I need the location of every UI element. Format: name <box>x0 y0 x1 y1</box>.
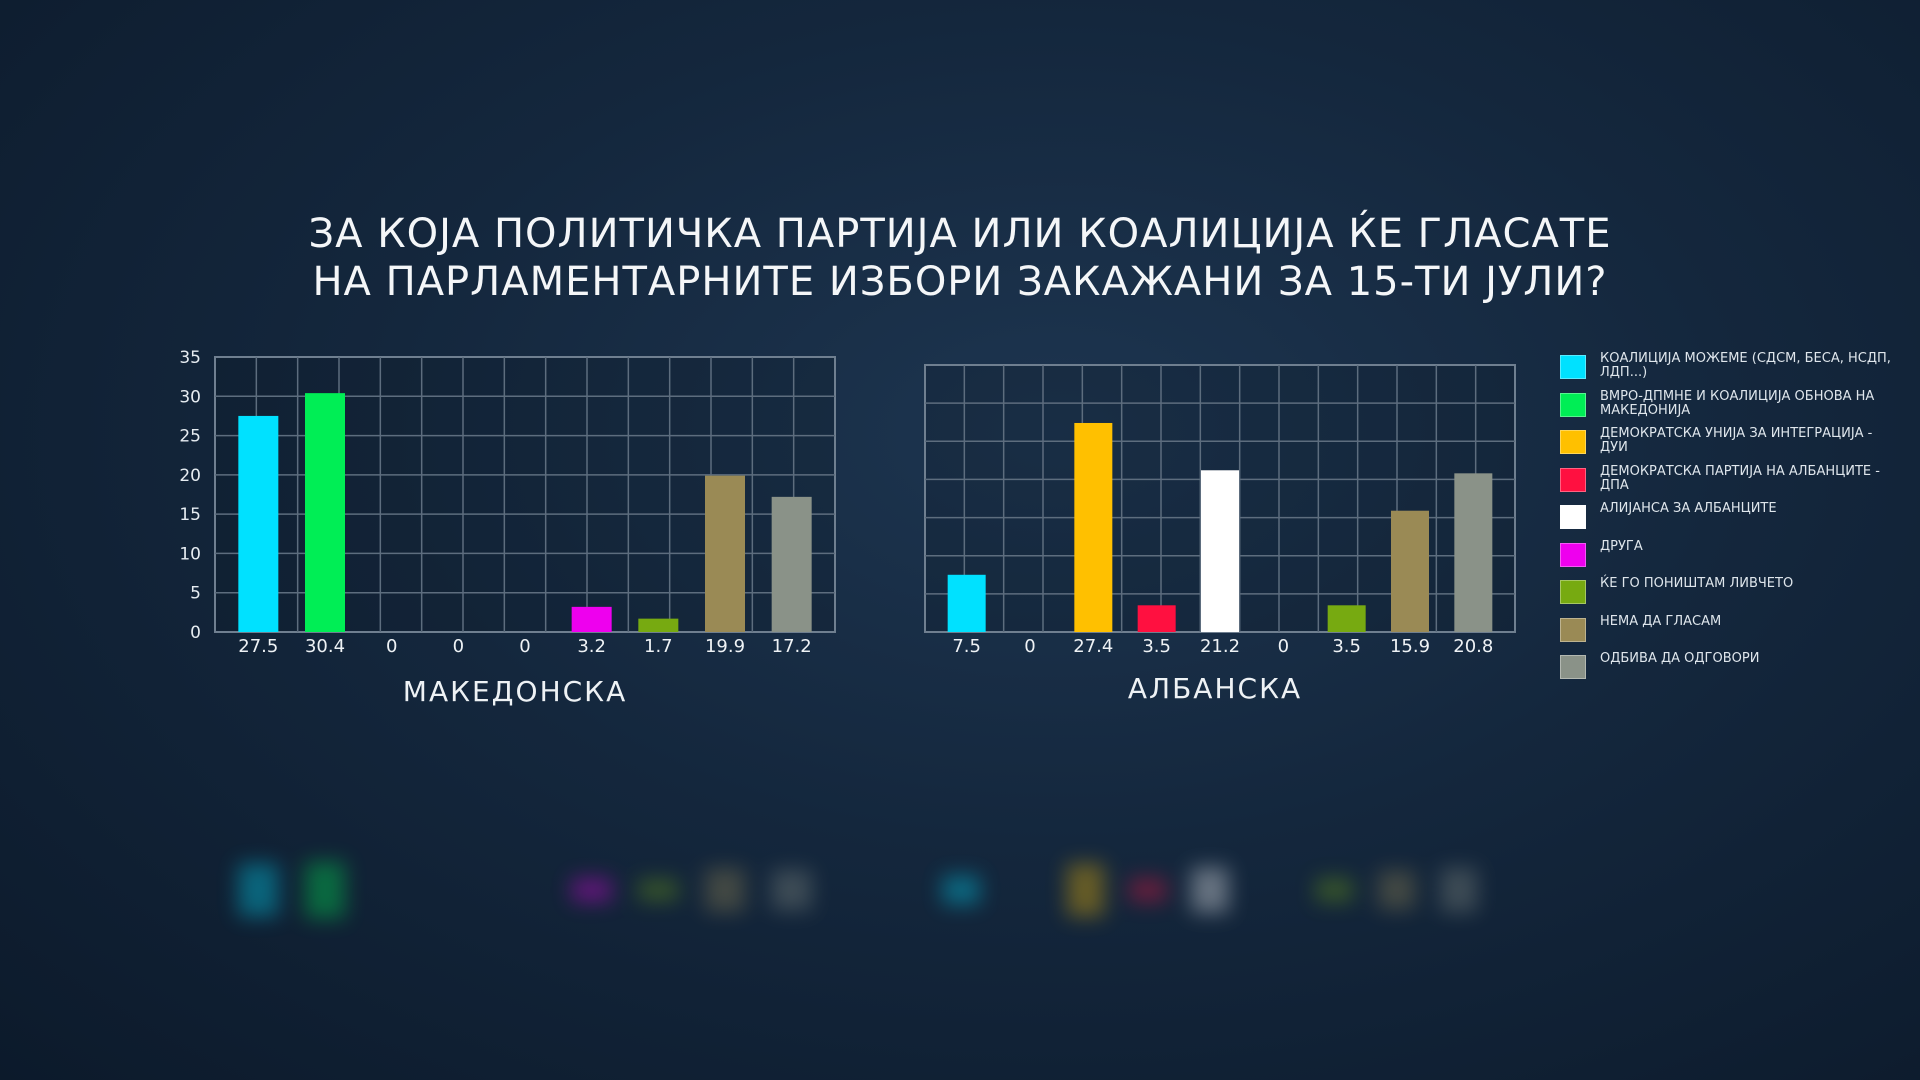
chart-label-makedonska: МАКЕДОНСКА <box>402 675 628 708</box>
legend-swatch <box>1560 505 1586 529</box>
legend-label: ВМРО-ДПМНЕ И КОАЛИЦИЈА ОБНОВА НА МАКЕДОН… <box>1600 388 1875 418</box>
legend-label: ОДБИВА ДА ОДГОВОРИ <box>1600 651 1760 666</box>
chart-label-albanska: АЛБАНСКА <box>1127 672 1303 705</box>
legend-item: ДЕМОКРАТСКА УНИЈА ЗА ИНТЕГРАЦИЈА - ДУИ <box>1560 427 1920 465</box>
legend-swatch <box>1560 580 1586 604</box>
value-label-al-4: 3.5 <box>1142 636 1171 657</box>
legend-swatch <box>1560 392 1586 417</box>
legend-item: ЌЕ ГО ПОНИШТАМ ЛИВЧЕТО <box>1560 577 1920 615</box>
chart-makedonska-svg: 0 5 10 15 20 25 30 35 27.5 30.4 0 0 0 3.2 1.7 19.9 17.2 <box>179 348 836 657</box>
legend-swatch <box>1560 542 1586 567</box>
reflection-bar <box>238 863 279 917</box>
value-label-mk-1: 27.5 <box>238 636 278 657</box>
bar-mk-7 <box>638 618 679 632</box>
legend-label: НЕМА ДА ГЛАСАМ <box>1600 613 1722 629</box>
value-label-al-9: 20.8 <box>1453 636 1493 657</box>
legend-swatch <box>1560 467 1586 492</box>
bar-al-1 <box>947 574 986 632</box>
reflection-bar <box>1315 877 1354 903</box>
reflection-bar <box>771 869 812 911</box>
y-tick-label: 35 <box>179 348 201 368</box>
bar-al-8 <box>1391 510 1429 632</box>
bar-mk-9 <box>771 496 812 632</box>
legend-label: ДЕМОКРАТСКА ПАРТИЈА НА АЛБАНЦИТЕ - ДПА <box>1600 463 1880 493</box>
chart-title: ЗА КОЈА ПОЛИТИЧКА ПАРТИЈА ИЛИ КОАЛИЦИЈА … <box>0 210 1920 306</box>
legend-label: ЌЕ ГО ПОНИШТАМ ЛИВЧЕТО <box>1600 576 1794 591</box>
value-label-mk-4: 0 <box>453 636 464 657</box>
reflection-bar <box>1191 867 1229 913</box>
y-tick-label: 5 <box>190 584 201 604</box>
bar-al-4 <box>1137 605 1176 632</box>
value-label-mk-7: 1.7 <box>644 636 673 657</box>
value-label-al-3: 27.4 <box>1073 636 1113 657</box>
reflection-bar <box>1129 877 1167 903</box>
chart-makedonska: 0 5 10 15 20 25 30 35 27.5 30.4 0 0 0 3.2 1.7 19.9 17.2 <box>170 345 870 669</box>
bar-mk-1 <box>238 415 279 632</box>
legend-item: ОДБИВА ДА ОДГОВОРИ <box>1560 652 1920 690</box>
chart-title-line-2: НА ПАРЛАМЕНТАРНИТЕ ИЗБОРИ ЗАКАЖАНИ ЗА 15… <box>312 259 1608 305</box>
y-tick-label: 10 <box>179 544 201 564</box>
value-label-al-6: 0 <box>1278 636 1289 657</box>
y-tick-label: 20 <box>179 466 201 486</box>
value-label-mk-8: 19.9 <box>705 636 745 657</box>
legend-swatch <box>1560 355 1586 379</box>
legend-label: КОАЛИЦИЈА МОЖЕМЕ (СДСМ, БЕСА, НСДП, ЛДП.… <box>1600 351 1891 380</box>
legend-item: АЛИЈАНСА ЗА АЛБАНЦИТЕ <box>1560 502 1920 540</box>
y-tick-label: 15 <box>179 505 201 525</box>
reflection-bar <box>705 868 745 912</box>
legend-item: ДРУГА <box>1560 538 1920 578</box>
bar-al-5 <box>1201 470 1239 632</box>
chart-albanska: 7.5 0 27.4 3.5 21.2 0 3.5 15.9 20.8 <box>900 345 1540 669</box>
bar-mk-2 <box>305 393 345 632</box>
bar-mk-8 <box>705 475 745 632</box>
bar-al-3 <box>1074 422 1113 632</box>
legend-label: ДЕМОКРАТСКА УНИЈА ЗА ИНТЕГРАЦИЈА - ДУИ <box>1600 426 1873 455</box>
value-label-mk-5: 0 <box>519 636 530 657</box>
legend-item: ВМРО-ДПМНЕ И КОАЛИЦИЈА ОБНОВА НА МАКЕДОН… <box>1560 388 1920 428</box>
reflection-bar <box>942 875 980 905</box>
bar-al-9 <box>1454 473 1493 632</box>
value-label-al-7: 3.5 <box>1332 636 1361 657</box>
reflection-bar <box>1066 863 1105 917</box>
blurred-reflection <box>0 800 1920 1000</box>
reflection-svg <box>238 861 1478 919</box>
legend-item: КОАЛИЦИЈА МОЖЕМЕ (СДСМ, БЕСА, НСДП, ЛДП.… <box>1560 352 1920 390</box>
legend-label: АЛИЈАНСА ЗА АЛБАНЦИТЕ <box>1600 501 1777 516</box>
legend-swatch <box>1560 617 1586 642</box>
value-label-mk-9: 17.2 <box>772 636 812 657</box>
value-label-al-1: 7.5 <box>952 636 981 657</box>
chart-title-line-1: ЗА КОЈА ПОЛИТИЧКА ПАРТИЈА ИЛИ КОАЛИЦИЈА … <box>308 211 1612 257</box>
value-label-al-5: 21.2 <box>1200 636 1240 657</box>
value-label-mk-6: 3.2 <box>577 636 606 657</box>
legend: КОАЛИЦИЈА МОЖЕМЕ (СДСМ, БЕСА, НСДП, ЛДП.… <box>1560 352 1920 690</box>
reflection-bar <box>305 861 345 919</box>
y-tick-label: 30 <box>179 387 201 407</box>
y-tick-label: 0 <box>190 623 201 643</box>
legend-label: ДРУГА <box>1600 538 1643 554</box>
reflection-bar <box>1378 870 1416 910</box>
legend-swatch <box>1560 655 1586 679</box>
value-label-mk-2: 30.4 <box>305 636 345 657</box>
reflection-bar <box>638 878 679 902</box>
reflection-bar <box>571 878 612 902</box>
legend-item: НЕМА ДА ГЛАСАМ <box>1560 613 1920 653</box>
y-tick-label: 25 <box>179 427 201 447</box>
legend-item: ДЕМОКРАТСКА ПАРТИЈА НА АЛБАНЦИТЕ - ДПА <box>1560 463 1920 503</box>
value-label-mk-3: 0 <box>386 636 397 657</box>
reflection-bar <box>1440 867 1478 913</box>
legend-swatch <box>1560 430 1586 454</box>
bar-al-7 <box>1327 605 1366 632</box>
bar-mk-6 <box>571 606 612 632</box>
chart-albanska-svg: 7.5 0 27.4 3.5 21.2 0 3.5 15.9 20.8 <box>924 364 1516 657</box>
value-label-al-8: 15.9 <box>1390 636 1430 657</box>
value-label-al-2: 0 <box>1024 636 1035 657</box>
